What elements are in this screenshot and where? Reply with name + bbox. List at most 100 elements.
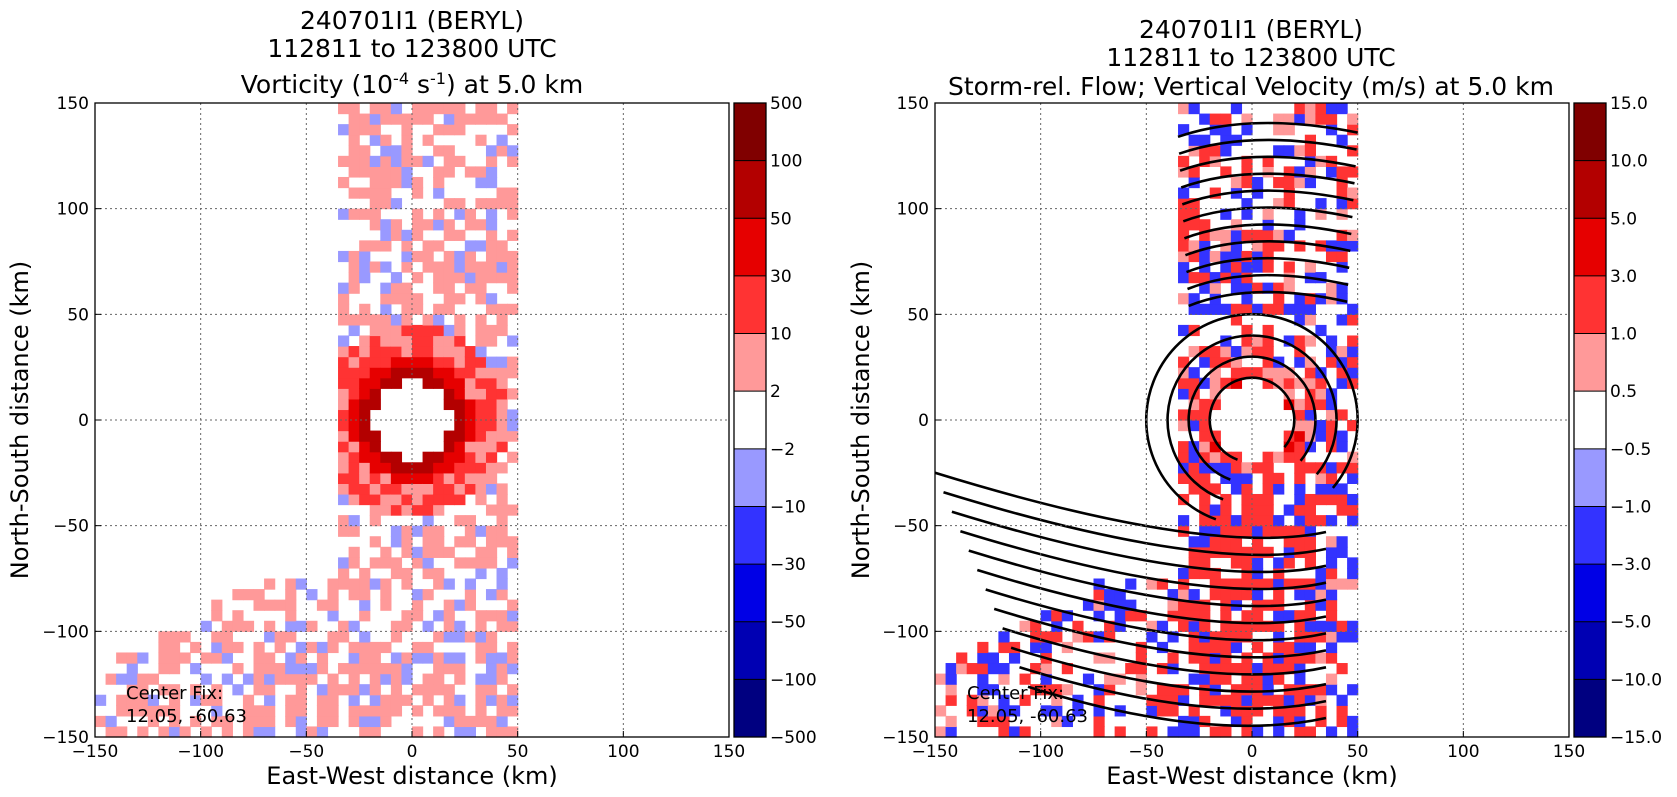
field-cell [1199,134,1211,146]
field-cell [1135,673,1147,685]
field-cell [211,694,223,706]
panel2-colorbar: 15.010.05.03.01.00.5−0.5−1.0−3.0−5.0−10.… [1573,94,1662,748]
field-cell [1294,451,1306,463]
field-cell [1209,250,1221,263]
field-cell [369,705,381,717]
field-cell [158,641,170,654]
field-cell [475,472,487,484]
colorbar-band [1574,679,1606,738]
field-cell [1156,578,1169,590]
field-cell [1230,314,1243,326]
field-cell [485,356,498,368]
field-cell [475,377,487,389]
field-cell [285,610,297,622]
field-cell [211,641,223,654]
field-cell [369,515,381,527]
field-cell [1230,705,1243,717]
field-cell [1220,620,1232,632]
field-cell [475,198,487,210]
field-cell [1336,504,1348,516]
field-cell [485,525,498,537]
field-cell [475,324,487,337]
field-cell [443,166,455,178]
field-cell [454,631,466,643]
field-cell [316,599,329,611]
field-cell [1283,367,1295,379]
panel2-x-axis-label: East-West distance (km) [1106,762,1397,790]
colorbar-tick-label: 500 [770,94,802,114]
field-cell [264,684,276,696]
field-cell [348,166,360,178]
field-cell [1252,335,1264,347]
field-cell [433,176,445,189]
field-cell [1262,335,1274,347]
field-cell [1252,515,1264,527]
field-cell [433,462,445,474]
field-cell [137,673,149,685]
field-cell [1304,113,1316,125]
y-tick-label: 0 [918,411,929,431]
field-cell [507,451,519,463]
field-cell [485,726,498,738]
field-cell [401,240,413,252]
field-cell [348,472,360,484]
field-cell [380,589,392,601]
field-cell [464,208,476,220]
field-cell [253,663,265,675]
field-cell [1347,145,1359,157]
field-cell [1178,589,1190,601]
field-cell [507,536,519,548]
x-tick-label: 50 [1347,742,1369,762]
field-cell [359,335,371,347]
field-cell [443,472,455,484]
panel1-vorticity-field [95,103,519,738]
field-cell [1199,240,1211,252]
streamline-south [968,549,1327,608]
field-cell [1347,504,1359,516]
field-cell [380,377,392,389]
streamline-ring [1166,334,1338,501]
field-cell [1220,726,1232,738]
field-cell [1241,589,1253,601]
field-cell [1178,472,1190,484]
field-cell [401,673,413,685]
field-cell [412,705,424,717]
field-cell [977,684,989,696]
field-cell [1241,198,1253,210]
field-cell [401,335,413,347]
field-cell [485,610,498,622]
field-cell [1347,314,1359,326]
y-tick-label: −50 [893,517,929,537]
field-cell [1273,483,1285,495]
field-cell [1178,515,1190,527]
field-cell [348,314,360,326]
field-cell [295,673,307,685]
field-cell [338,377,350,389]
field-cell [390,229,403,241]
field-cell [1188,483,1200,495]
field-cell [422,356,434,368]
field-cell [412,187,424,199]
field-cell [211,631,223,643]
field-cell [390,620,403,632]
field-cell [485,684,498,696]
field-cell [433,346,445,358]
field-cell [945,694,957,706]
field-cell [464,250,476,263]
colorbar-band [734,679,766,738]
field-cell [158,652,170,664]
field-cell [412,176,424,189]
field-cell [977,673,989,685]
colorbar-tick-label: 0.5 [1610,382,1637,402]
field-cell [1199,155,1211,167]
field-cell [380,451,392,463]
field-cell [338,620,350,632]
field-cell [1209,430,1221,442]
field-cell [1304,493,1316,506]
field-cell [1051,715,1063,728]
field-cell [1252,694,1264,706]
field-cell [443,293,455,305]
field-cell [1294,536,1306,548]
field-cell [306,620,318,632]
field-cell [1178,124,1190,136]
